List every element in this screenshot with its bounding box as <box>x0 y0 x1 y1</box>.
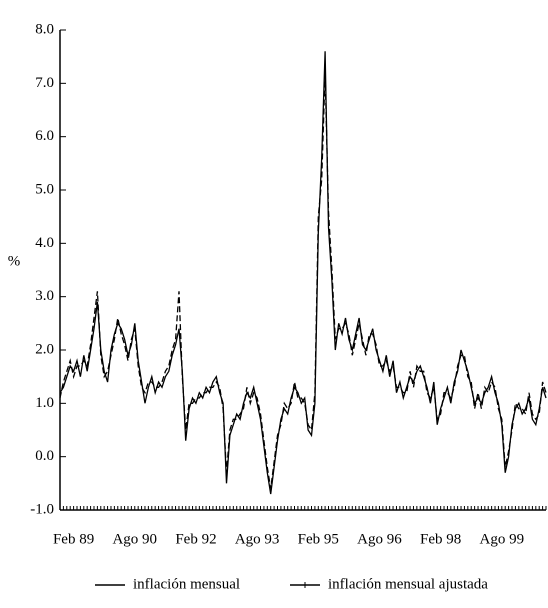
y-axis-label: % <box>8 253 21 269</box>
series-line <box>59 72 547 489</box>
x-tick-label: Feb 98 <box>420 531 461 547</box>
x-tick-label: Ago 93 <box>235 531 280 547</box>
x-tick-label: Ago 96 <box>357 531 402 547</box>
series-line <box>59 51 547 495</box>
y-tick-label: 4.0 <box>35 235 54 251</box>
y-tick-label: -1.0 <box>30 501 54 517</box>
y-tick-label: 5.0 <box>35 181 54 197</box>
y-tick-label: 3.0 <box>35 288 54 304</box>
x-tick-label: Feb 92 <box>175 531 216 547</box>
legend-label: inflación mensual <box>133 576 240 592</box>
x-tick-label: Ago 90 <box>112 531 157 547</box>
x-tick-label: Ago 99 <box>480 531 525 547</box>
y-tick-label: 6.0 <box>35 128 54 144</box>
x-tick-label: Feb 95 <box>298 531 339 547</box>
legend-label: inflación mensual ajustada <box>328 576 488 592</box>
y-tick-label: 0.0 <box>35 448 54 464</box>
y-tick-label: 8.0 <box>35 21 54 37</box>
x-tick-label: Feb 89 <box>53 531 94 547</box>
y-tick-label: 7.0 <box>35 75 54 91</box>
y-tick-label: 1.0 <box>35 395 54 411</box>
y-tick-label: 2.0 <box>35 341 54 357</box>
